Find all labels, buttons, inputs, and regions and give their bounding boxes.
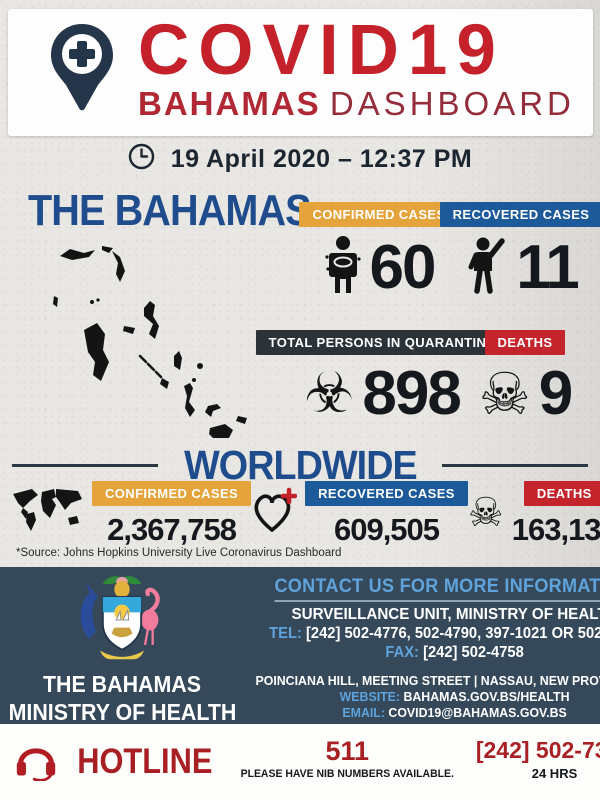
org-name-line1: THE BAHAMAS bbox=[43, 671, 202, 697]
hotline-short-number-group: 511 PLEASE HAVE NIB NUMBERS AVAILABLE. bbox=[235, 736, 460, 781]
website-line: WEBSITE: BAHAMAS.GOV.BS/HEALTH bbox=[255, 689, 600, 704]
hotline-bar: HOTLINE 511 PLEASE HAVE NIB NUMBERS AVAI… bbox=[0, 724, 600, 800]
fax-label: FAX: bbox=[385, 644, 419, 661]
divider-line bbox=[442, 464, 588, 467]
website-label: WEBSITE: bbox=[339, 689, 400, 704]
hotline-label: HOTLINE bbox=[76, 742, 213, 781]
worldwide-stats: CONFIRMED CASES 2,367,758 RECOVERED CASE… bbox=[10, 481, 600, 547]
address-line: POINCIANA HILL, MEETING STREET | NASSAU,… bbox=[255, 673, 600, 688]
biohazard-icon: ☣ bbox=[304, 361, 355, 426]
hotline-note: PLEASE HAVE NIB NUMBERS AVAILABLE. bbox=[240, 768, 454, 780]
footer: THE BAHAMAS MINISTRY OF HEALTH CONTACT U… bbox=[0, 567, 600, 725]
clock-icon bbox=[128, 143, 155, 175]
ww-recovered-badge: RECOVERED CASES bbox=[305, 481, 468, 506]
ww-deaths-badge: DEATHS bbox=[523, 481, 600, 506]
world-map-icon bbox=[10, 486, 84, 541]
tel-label: TEL: bbox=[269, 625, 302, 642]
date-row: 19 April 2020 – 12:37 PM bbox=[0, 143, 600, 175]
quarantine-badge: TOTAL PERSONS IN QUARANTINE bbox=[255, 330, 509, 355]
sub-title: BAHAMAS DASHBOARD bbox=[138, 87, 588, 120]
subtitle-bahamas: BAHAMAS bbox=[138, 85, 321, 123]
ww-recovered-value: 609,505 bbox=[333, 512, 440, 547]
worldwide-title: WORLDWIDE bbox=[183, 442, 418, 488]
location-pin-cross-icon bbox=[50, 23, 114, 118]
ww-confirmed-badge: CONFIRMED CASES bbox=[92, 481, 252, 506]
email-label: EMAIL: bbox=[342, 705, 385, 720]
bahamas-coat-of-arms bbox=[74, 574, 170, 671]
worldwide-title-row: WORLDWIDE bbox=[12, 442, 588, 489]
ww-stat-confirmed: CONFIRMED CASES 2,367,758 bbox=[10, 481, 252, 547]
skull-crossbones-icon: ☠ bbox=[478, 360, 531, 428]
confirmed-cases-value: 60 bbox=[369, 232, 437, 302]
ww-stat-recovered: RECOVERED CASES 609,505 bbox=[251, 481, 468, 545]
deaths-badge: DEATHS bbox=[484, 330, 566, 355]
hotline-label-group: HOTLINE bbox=[0, 739, 235, 786]
recovered-cases-badge: RECOVERED CASES bbox=[439, 202, 600, 227]
hotline-phone: [242] 502-7382 bbox=[475, 737, 600, 763]
contact-heading: CONTACT US FOR MORE INFORMATION bbox=[274, 576, 600, 602]
ww-deaths-value: 163,134 bbox=[511, 512, 600, 547]
title-block: COVID19 BAHAMAS DASHBOARD bbox=[138, 11, 588, 120]
surveillance-unit: SURVEILLANCE UNIT, MINISTRY OF HEALTH bbox=[291, 606, 600, 623]
stat-quarantine: TOTAL PERSONS IN QUARANTINE ☣ 898 bbox=[255, 330, 509, 428]
ww-confirmed-value: 2,367,758 bbox=[107, 512, 237, 547]
confirmed-cases-badge: CONFIRMED CASES bbox=[299, 202, 459, 227]
stat-confirmed-cases: CONFIRMED CASES 60 bbox=[299, 202, 459, 302]
header: COVID19 BAHAMAS DASHBOARD bbox=[8, 9, 593, 136]
fax-number: [242] 502-4758 bbox=[422, 644, 524, 661]
fax-line: FAX: [242] 502-4758 bbox=[255, 644, 600, 662]
quarantine-value: 898 bbox=[362, 359, 461, 428]
stat-recovered-cases: RECOVERED CASES 11 bbox=[439, 202, 600, 302]
datetime: 19 April 2020 – 12:37 PM bbox=[170, 144, 473, 173]
divider-line bbox=[12, 464, 158, 467]
bahamas-section-title: THE BAHAMAS bbox=[28, 186, 312, 235]
hotline-short-number: 511 bbox=[325, 736, 370, 766]
org-name-line2: MINISTRY OF HEALTH bbox=[8, 698, 237, 725]
email-value: COVID19@BAHAMAS.GOV.BS bbox=[388, 705, 567, 720]
hotline-hours: 24 HRS bbox=[531, 766, 578, 781]
headset-icon bbox=[14, 739, 58, 786]
bahamas-map-icon bbox=[32, 238, 282, 443]
ww-stat-deaths: ☠ DEATHS 163,134 bbox=[468, 481, 600, 545]
stat-deaths: DEATHS ☠ 9 bbox=[462, 330, 588, 425]
website-value: BAHAMAS.GOV.BS/HEALTH bbox=[403, 689, 570, 704]
hotline-phone-group: [242] 502-7382 24 HRS bbox=[460, 737, 600, 782]
tel-line: TEL: [242] 502-4776, 502-4790, 397-1021 … bbox=[255, 625, 600, 643]
deaths-value: 9 bbox=[538, 359, 574, 428]
footer-org-block: THE BAHAMAS MINISTRY OF HEALTH bbox=[0, 567, 245, 725]
email-line: EMAIL: COVID19@BAHAMAS.GOV.BS bbox=[255, 705, 600, 720]
infected-person-icon bbox=[324, 235, 362, 300]
footer-contact-block: CONTACT US FOR MORE INFORMATION SURVEILL… bbox=[245, 567, 600, 724]
recovered-person-icon bbox=[464, 235, 508, 300]
main-title: COVID19 bbox=[138, 11, 505, 90]
subtitle-dashboard: DASHBOARD bbox=[329, 85, 575, 123]
recovered-cases-value: 11 bbox=[516, 232, 580, 302]
source-note: *Source: Johns Hopkins University Live C… bbox=[16, 547, 342, 559]
heart-cross-icon bbox=[251, 487, 298, 540]
skull-crossbones-icon: ☠ bbox=[467, 490, 504, 536]
tel-numbers: [242] 502-4776, 502-4790, 397-1021 OR 50… bbox=[305, 625, 600, 642]
